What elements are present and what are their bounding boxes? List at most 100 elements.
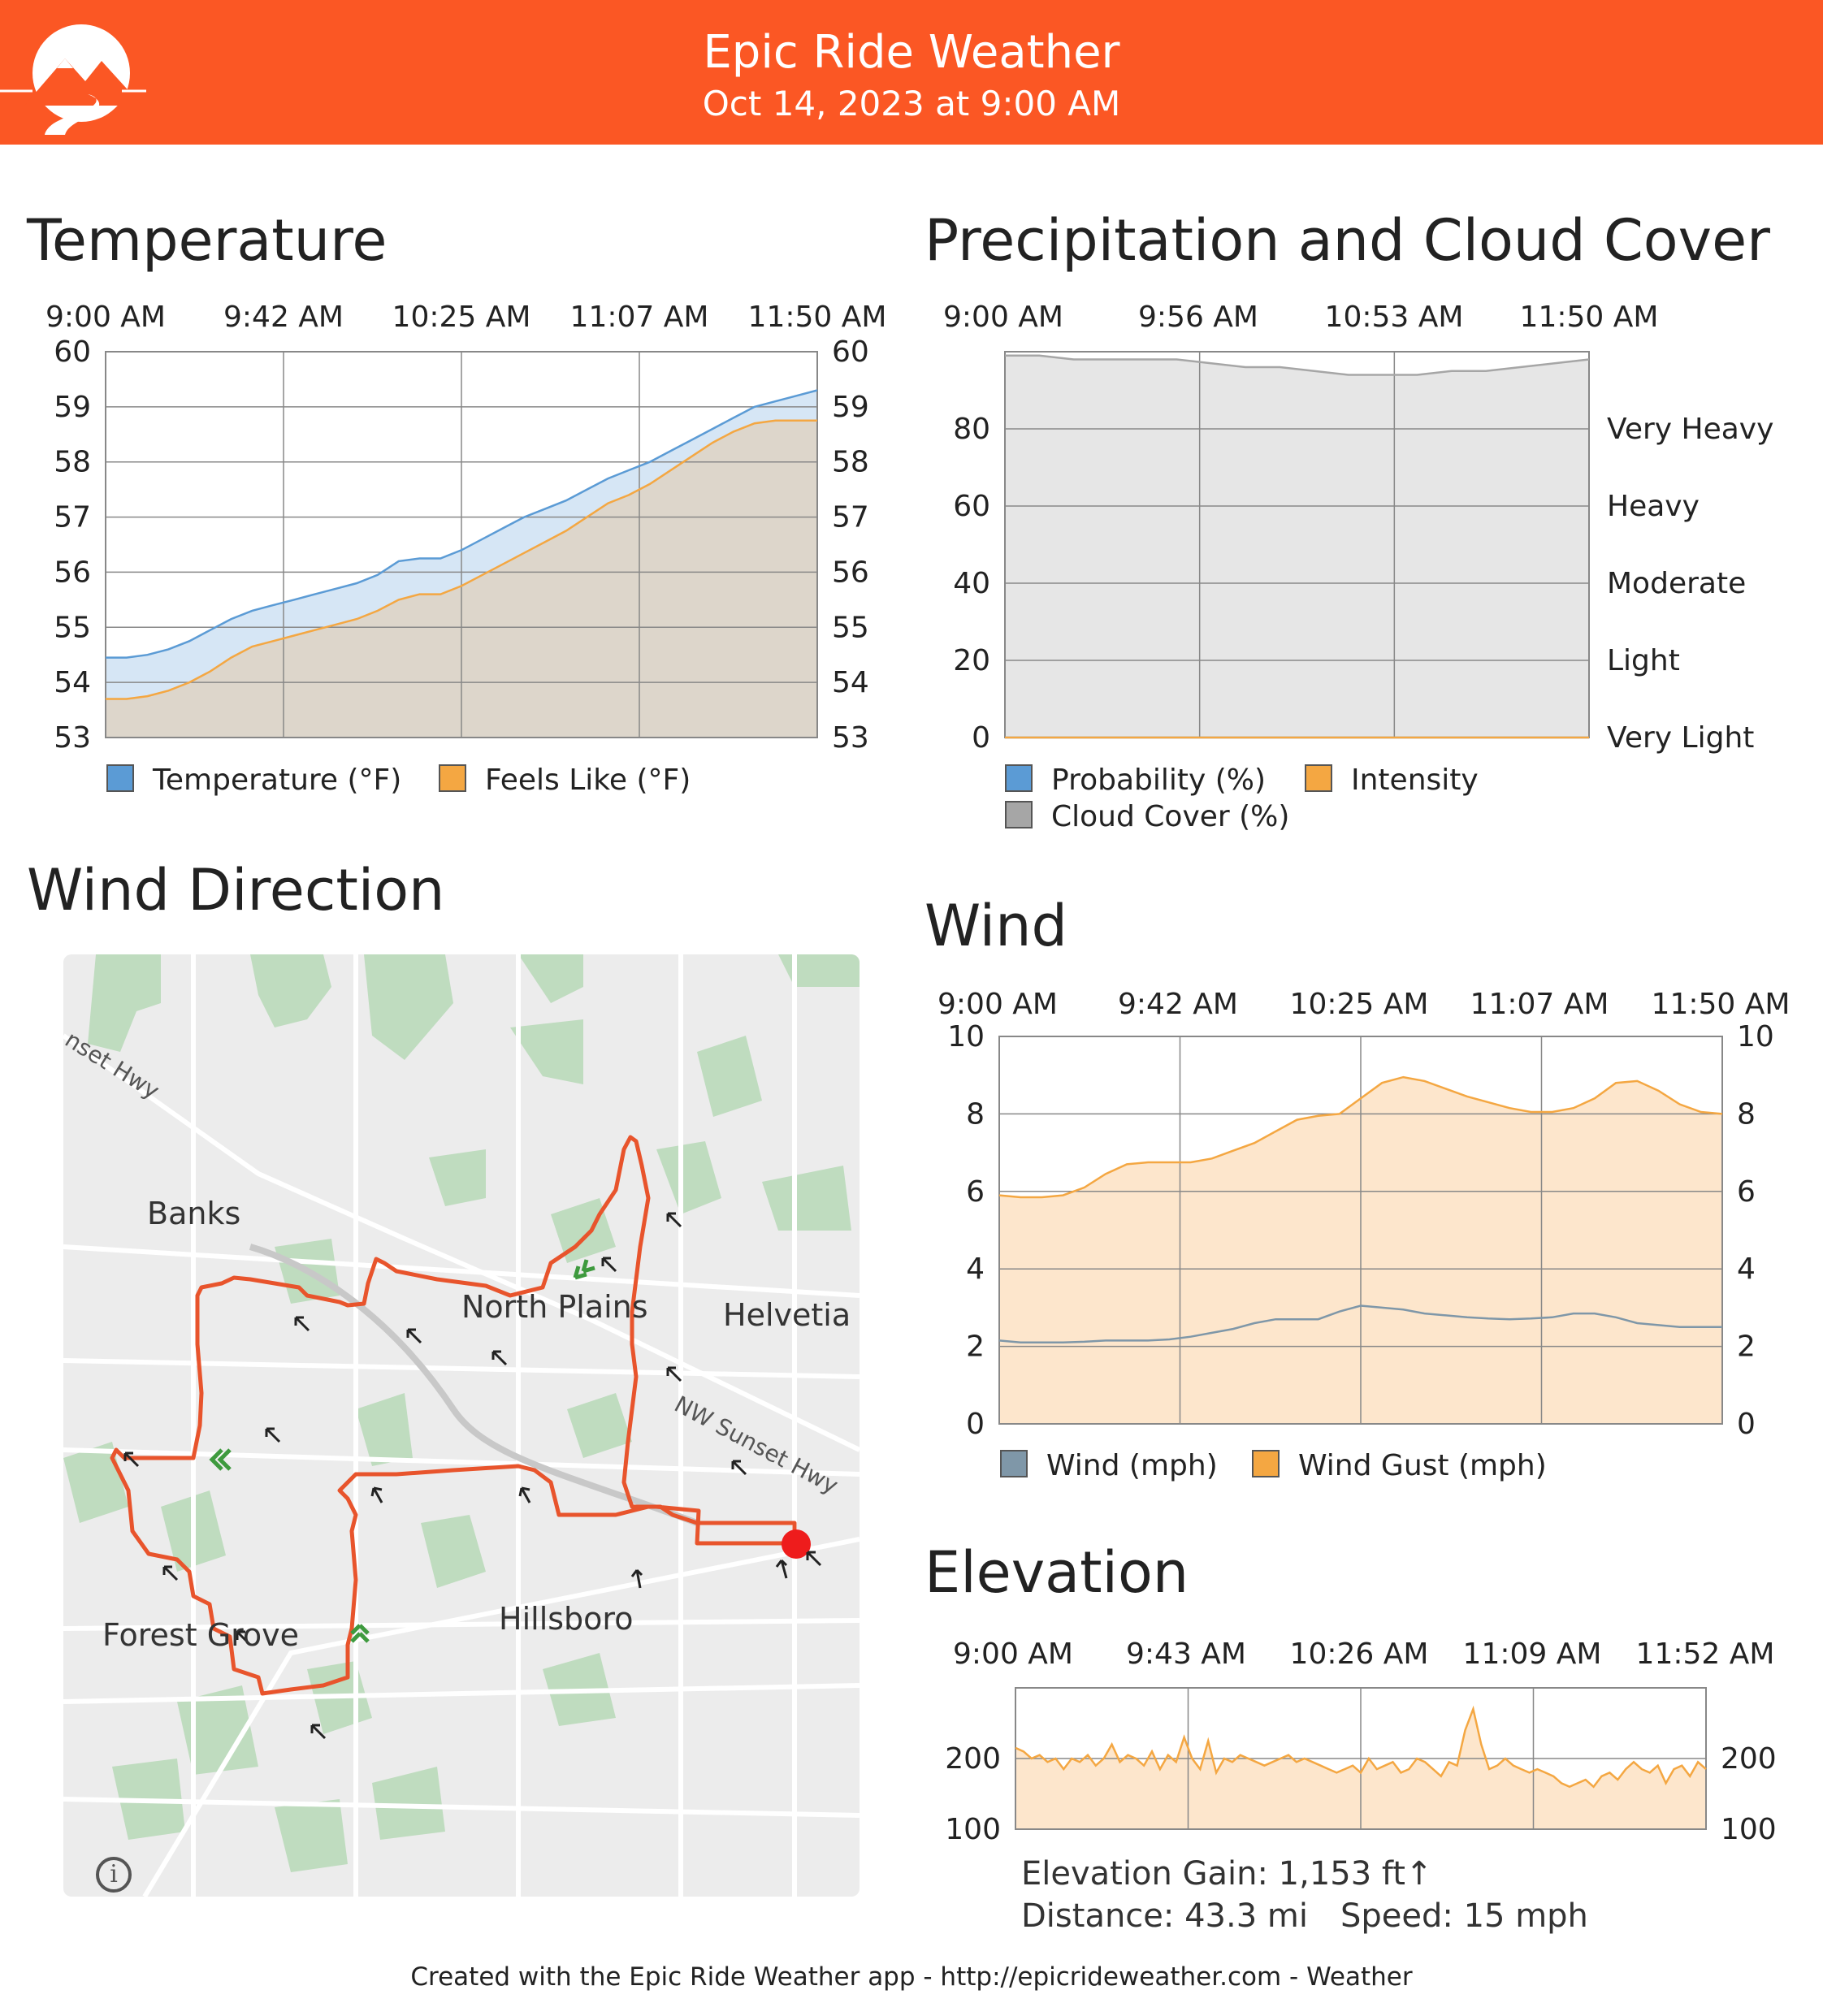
speed: Speed: 15 mph <box>1340 1897 1588 1935</box>
y-tick-label-left-2: 55 <box>54 611 91 644</box>
series-line-1 <box>998 1075 1723 1199</box>
x-tick-label-3: 11:09 AM <box>1463 1637 1602 1671</box>
series-line-2 <box>1005 354 1590 376</box>
y-tick-label-left-1: 20 <box>953 644 990 677</box>
y-tick-label-left-4: 8 <box>966 1097 985 1131</box>
legend-label-2: Cloud Cover (%) <box>1051 800 1289 833</box>
x-tick-label-3: 11:07 AM <box>1470 988 1609 1021</box>
y-tick-label-left-7: 60 <box>54 335 91 369</box>
y-tick-label-left-4: 80 <box>953 413 990 446</box>
elevation-title: Elevation <box>924 1539 1189 1606</box>
legend-label-0: Probability (%) <box>1051 764 1266 797</box>
x-tick-label-0: 9:00 AM <box>943 301 1063 334</box>
wind-direction-map[interactable]: Banks North Plains Helvetia Forest Grove… <box>63 954 860 1897</box>
temperature-chart: 9:00 AM 9:42 AM 10:25 AM 11:07 AM 11:50 AM 53… <box>45 301 887 797</box>
x-tick-label-1: 9:56 AM <box>1138 301 1258 334</box>
x-tick-label-3: 11:07 AM <box>570 301 709 334</box>
plot-frame <box>1015 1687 1707 1830</box>
x-tick-label-3: 11:50 AM <box>1520 301 1659 334</box>
map-label-forest-grove: Forest Grove <box>102 1617 299 1653</box>
series-line-0 <box>1015 1705 1707 1789</box>
legend-label-0: Temperature (°F) <box>152 764 401 797</box>
footer-weather: Weather <box>1306 1962 1413 1992</box>
footer-credit: Created with the Epic Ride Weather app -… <box>0 1961 1823 1993</box>
legend-swatch-0 <box>1005 764 1033 792</box>
y-tick-label-right-5: 58 <box>832 446 869 479</box>
y-tick-label-left-5: 58 <box>54 446 91 479</box>
y-tick-label-right-6: 59 <box>832 391 869 424</box>
x-tick-label-2: 10:25 AM <box>392 301 531 334</box>
y-tick-label-right-2: 55 <box>832 611 869 644</box>
x-tick-label-4: 11:50 AM <box>1652 988 1791 1021</box>
y-tick-label-right-0: 0 <box>1737 1408 1756 1441</box>
roads <box>63 954 860 1897</box>
map-label-north-plains: North Plains <box>461 1289 648 1325</box>
legend-label-0: Wind (mph) <box>1046 1449 1218 1482</box>
legend-swatch-0 <box>1000 1450 1028 1477</box>
intensity-label-4: Very Heavy <box>1607 413 1773 446</box>
x-tick-label-2: 10:26 AM <box>1290 1637 1429 1671</box>
x-tick-label-2: 10:25 AM <box>1290 988 1429 1021</box>
temperature-title: Temperature <box>27 207 388 274</box>
legend-swatch-0 <box>106 764 134 792</box>
legend-swatch-2 <box>1005 801 1033 828</box>
start-marker[interactable] <box>782 1529 811 1559</box>
y-tick-label-right-4: 57 <box>832 501 869 534</box>
series-line-0 <box>106 389 818 659</box>
y-tick-label-left-6: 59 <box>54 391 91 424</box>
intensity-label-3: Heavy <box>1607 490 1700 523</box>
y-tick-label-left-0: 53 <box>54 721 91 755</box>
y-tick-label-right-1: 54 <box>832 666 869 699</box>
map-label-banks: Banks <box>147 1196 240 1231</box>
x-tick-label-1: 9:42 AM <box>223 301 344 334</box>
y-tick-label-right-7: 60 <box>832 335 869 369</box>
precipitation-title: Precipitation and Cloud Cover <box>924 207 1770 274</box>
ride-route <box>110 1135 797 1696</box>
y-tick-label-left-3: 56 <box>54 556 91 589</box>
map-label-hillsboro: Hillsboro <box>499 1601 633 1637</box>
y-tick-label-left-2: 40 <box>953 567 990 600</box>
map-label-nw-sunset-hwy: NW Sunset Hwy <box>670 1391 842 1499</box>
map-canvas: Banks North Plains Helvetia Forest Grove… <box>63 954 860 1897</box>
y-tick-label-left-0: 100 <box>945 1813 1001 1846</box>
legend-swatch-1 <box>1252 1450 1280 1477</box>
y-tick-label-right-1: 200 <box>1721 1742 1777 1776</box>
y-tick-label-right-2: 4 <box>1737 1252 1756 1286</box>
y-tick-label-left-5: 10 <box>947 1020 985 1053</box>
y-tick-label-left-4: 57 <box>54 501 91 534</box>
ride-date: Oct 14, 2023 at 9:00 AM <box>702 84 1121 123</box>
series-line-0 <box>998 1304 1722 1344</box>
x-tick-label-1: 9:43 AM <box>1126 1637 1246 1671</box>
elevation-chart: 9:00 AM 9:43 AM 10:26 AM 11:09 AM 11:52 AM 10… <box>945 1637 1777 1846</box>
y-tick-label-right-0: 53 <box>832 721 869 755</box>
legend-label-1: Intensity <box>1351 764 1479 797</box>
info-icon[interactable]: i <box>96 1857 132 1893</box>
intensity-label-1: Light <box>1607 644 1680 677</box>
plot-frame <box>105 351 818 738</box>
map-label-helvetia: Helvetia <box>723 1297 851 1333</box>
y-tick-label-right-3: 56 <box>832 556 869 589</box>
legend-label-1: Feels Like (°F) <box>485 764 691 797</box>
wind-title: Wind <box>924 893 1067 959</box>
y-tick-label-right-4: 8 <box>1737 1097 1756 1131</box>
x-tick-label-2: 10:53 AM <box>1325 301 1464 334</box>
legend-swatch-1 <box>439 764 466 792</box>
x-tick-label-4: 11:50 AM <box>748 301 887 334</box>
header-bar: Epic Ride Weather Oct 14, 2023 at 9:00 A… <box>0 0 1823 145</box>
intensity-label-0: Very Light <box>1607 721 1754 755</box>
elevation-gain: Elevation Gain: 1,153 ft↑ <box>1021 1855 1433 1893</box>
x-tick-label-0: 9:00 AM <box>953 1637 1073 1671</box>
x-tick-label-0: 9:00 AM <box>937 988 1058 1021</box>
logo-icon <box>0 24 146 135</box>
direction-chevrons <box>209 1259 595 1643</box>
park-areas <box>63 954 860 1872</box>
precipitation-chart: 9:00 AM 9:56 AM 10:53 AM 11:50 AM 0 20 40 60 80 V… <box>943 301 1773 833</box>
series-area-2 <box>1005 355 1589 738</box>
y-tick-label-right-1: 2 <box>1737 1330 1756 1364</box>
y-tick-label-right-3: 6 <box>1737 1175 1756 1209</box>
railway <box>249 1244 699 1526</box>
y-tick-label-left-3: 6 <box>966 1175 985 1209</box>
y-tick-label-left-0: 0 <box>972 721 990 755</box>
footer-text: Created with the Epic Ride Weather app -… <box>410 1962 1307 1992</box>
legend-label-1: Wind Gust (mph) <box>1298 1449 1547 1482</box>
